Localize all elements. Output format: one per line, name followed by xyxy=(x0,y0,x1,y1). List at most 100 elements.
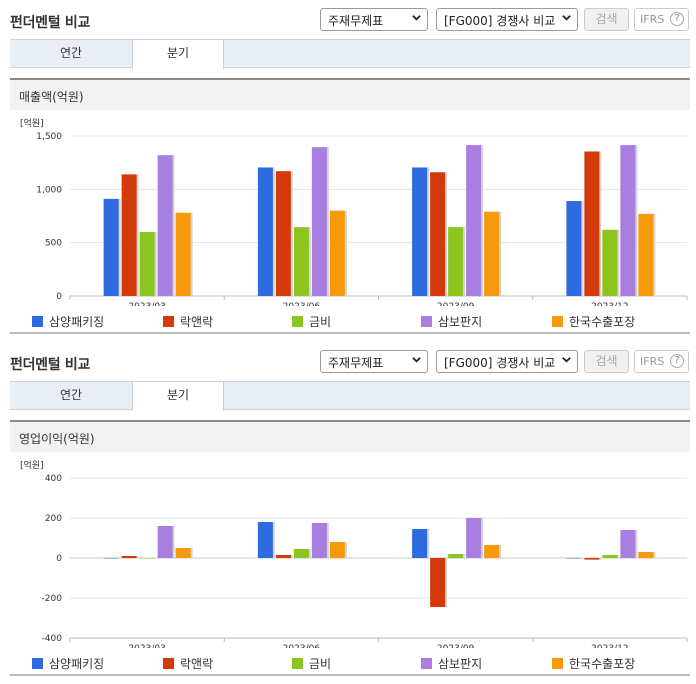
bar-1-3[interactable] xyxy=(311,523,327,558)
revenue-bar-chart: [억원] 1,500 1,000 500 0 2023/03 2023/06 2023/09 2… xyxy=(20,117,688,306)
legend-label: 락앤락 xyxy=(180,657,214,671)
legend-swatch xyxy=(292,316,303,327)
search-button[interactable]: 검색 xyxy=(584,8,629,31)
legend-swatch xyxy=(32,658,43,669)
ifrs-label: IFRS xyxy=(640,13,665,26)
legend-label: 한국수출포장 xyxy=(569,315,636,329)
legend-item-samyang[interactable]: 삼양패키징 xyxy=(32,313,104,330)
statement-type-select[interactable]: 주재무제표 xyxy=(320,350,428,373)
bar-2-1[interactable] xyxy=(430,172,446,296)
chart-legend: 삼양패키징 락앤락 금비 삼보판지 한국수출포장 xyxy=(10,650,690,676)
bar-3-4[interactable] xyxy=(638,552,654,558)
title-bar: 펀더멘털 비교 주재무제표 [FG000] 경쟁사 비교 검색 IFRS ? xyxy=(0,342,696,382)
x-tick-label: 2023/12 xyxy=(591,302,628,306)
tab-annual[interactable]: 연간 xyxy=(59,46,83,60)
legend-item-geumbi[interactable]: 금비 xyxy=(292,313,331,330)
bar-0-2[interactable] xyxy=(139,232,155,296)
statement-type-value: 주재무제표 xyxy=(328,14,384,28)
bar-3-3[interactable] xyxy=(620,145,636,296)
y-tick-label: -200 xyxy=(42,594,63,604)
bar-3-3[interactable] xyxy=(620,530,636,558)
bar-2-1[interactable] xyxy=(430,558,446,607)
bar-0-2[interactable] xyxy=(139,558,155,559)
legend-swatch xyxy=(552,316,563,327)
bar-0-0[interactable] xyxy=(103,198,119,296)
tab-quarterly[interactable]: 분기 xyxy=(132,382,224,411)
bar-1-2[interactable] xyxy=(293,227,309,296)
search-button[interactable]: 검색 xyxy=(584,350,629,373)
axis-unit-label: [억원] xyxy=(20,117,44,129)
bar-1-4[interactable] xyxy=(329,210,345,296)
page-title: 펀더멘털 비교 xyxy=(10,15,91,31)
bar-3-0[interactable] xyxy=(566,558,582,559)
bar-3-1[interactable] xyxy=(584,151,600,296)
bar-3-2[interactable] xyxy=(602,555,618,558)
bar-0-1[interactable] xyxy=(121,174,137,296)
bar-3-1[interactable] xyxy=(584,558,600,560)
bar-2-4[interactable] xyxy=(484,211,500,296)
legend-label: 삼양패키징 xyxy=(49,657,105,671)
bar-2-3[interactable] xyxy=(466,145,482,296)
statement-type-value: 주재무제표 xyxy=(328,356,384,370)
bar-1-3[interactable] xyxy=(311,147,327,296)
compare-group-select[interactable]: [FG000] 경쟁사 비교 xyxy=(436,350,578,373)
compare-group-select[interactable]: [FG000] 경쟁사 비교 xyxy=(436,8,578,31)
bar-0-4[interactable] xyxy=(175,548,191,558)
legend-item-geumbi[interactable]: 금비 xyxy=(292,655,331,672)
bar-1-0[interactable] xyxy=(257,522,273,558)
bar-1-4[interactable] xyxy=(329,542,345,558)
fundamental-compare-panel-revenue: 펀더멘털 비교 주재무제표 [FG000] 경쟁사 비교 검색 IFRS ? 연… xyxy=(10,8,690,334)
legend-item-sambo[interactable]: 삼보판지 xyxy=(421,313,482,330)
y-tick-label: 400 xyxy=(45,474,62,484)
legend-item-locknlock[interactable]: 락앤락 xyxy=(163,655,213,672)
legend-label: 금비 xyxy=(309,657,332,671)
help-icon[interactable]: ? xyxy=(670,12,684,26)
section-title: 매출액(억원) xyxy=(19,90,84,104)
period-tabs: 연간 분기 xyxy=(10,381,690,411)
bar-2-2[interactable] xyxy=(448,554,464,558)
legend-swatch xyxy=(421,316,432,327)
statement-type-select[interactable]: 주재무제표 xyxy=(320,8,428,31)
bar-2-3[interactable] xyxy=(466,518,482,558)
legend-label: 삼양패키징 xyxy=(49,315,105,329)
x-tick-label: 2023/06 xyxy=(283,302,321,306)
legend-item-hankuk[interactable]: 한국수출포장 xyxy=(552,313,635,330)
bar-0-1[interactable] xyxy=(121,556,137,558)
bar-0-3[interactable] xyxy=(157,526,173,558)
chevron-down-icon xyxy=(412,357,421,363)
legend-swatch xyxy=(163,316,174,327)
ifrs-button[interactable]: IFRS ? xyxy=(634,8,689,31)
bar-2-4[interactable] xyxy=(484,545,500,558)
help-icon[interactable]: ? xyxy=(670,354,684,368)
ifrs-button[interactable]: IFRS ? xyxy=(634,350,689,373)
bar-1-2[interactable] xyxy=(293,549,309,558)
bar-3-2[interactable] xyxy=(602,229,618,296)
legend-swatch xyxy=(292,658,303,669)
y-tick-label: 1,000 xyxy=(36,185,62,195)
legend-swatch xyxy=(32,316,43,327)
bar-3-0[interactable] xyxy=(566,201,582,296)
bar-2-2[interactable] xyxy=(448,227,464,296)
y-tick-label: 1,500 xyxy=(36,132,62,142)
legend-item-hankuk[interactable]: 한국수출포장 xyxy=(552,655,635,672)
legend-item-sambo[interactable]: 삼보판지 xyxy=(421,655,482,672)
bar-0-0[interactable] xyxy=(103,558,119,559)
section-title: 영업이익(억원) xyxy=(19,432,95,446)
bar-0-3[interactable] xyxy=(157,155,173,296)
bar-2-0[interactable] xyxy=(412,529,428,558)
legend-swatch xyxy=(163,658,174,669)
x-tick-label: 2023/03 xyxy=(128,302,165,306)
bar-3-4[interactable] xyxy=(638,213,654,296)
legend-item-locknlock[interactable]: 락앤락 xyxy=(163,313,213,330)
y-tick-label: -400 xyxy=(42,634,63,644)
bar-1-1[interactable] xyxy=(275,171,291,296)
bar-2-0[interactable] xyxy=(412,167,428,296)
legend-item-samyang[interactable]: 삼양패키징 xyxy=(32,655,104,672)
bar-1-0[interactable] xyxy=(257,167,273,296)
bar-0-4[interactable] xyxy=(175,212,191,296)
chevron-down-icon xyxy=(562,15,571,21)
bar-1-1[interactable] xyxy=(275,555,291,558)
tab-annual[interactable]: 연간 xyxy=(59,388,83,402)
tab-quarterly[interactable]: 분기 xyxy=(132,40,224,69)
legend-swatch xyxy=(552,658,563,669)
